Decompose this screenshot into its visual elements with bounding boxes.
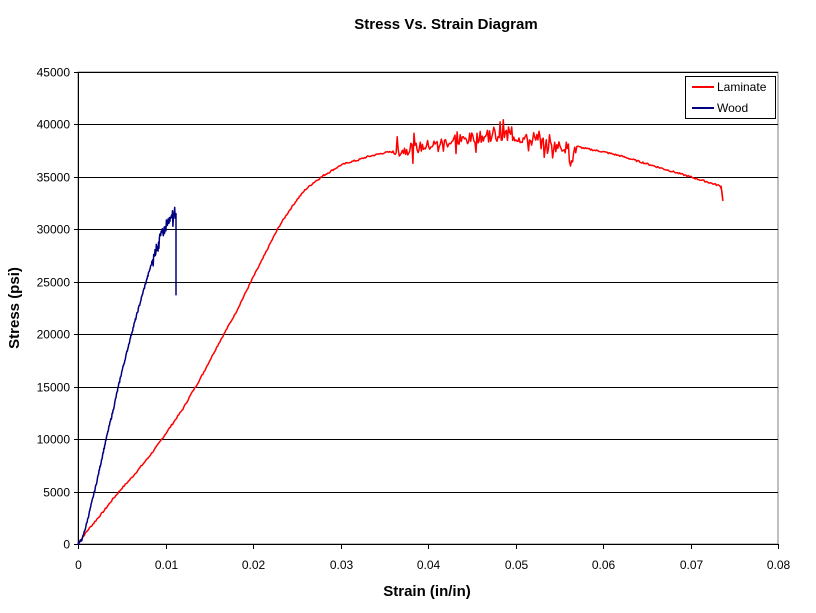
x-axis-title: Strain (in/in) [383, 583, 471, 600]
legend-label-wood: Wood [717, 101, 748, 115]
y-tick-label: 5000 [43, 486, 70, 500]
y-tick-label: 20000 [37, 328, 71, 342]
y-tick-label: 35000 [37, 171, 71, 185]
series-line-wood [77, 206, 177, 545]
plot-area: 0 5000 10000 15000 20000 25000 30000 35000 40000… [37, 66, 791, 573]
x-tick-label: 0.06 [592, 558, 616, 572]
x-tick-label: 0 [75, 558, 82, 572]
y-tick-label: 0 [63, 538, 70, 552]
x-tick-label: 0.04 [417, 558, 441, 572]
x-tick-label: 0.03 [330, 558, 354, 572]
x-tick-label: 0.08 [767, 558, 791, 572]
x-tick-label: 0.07 [680, 558, 704, 572]
y-tick-label: 45000 [37, 66, 71, 80]
legend: Laminate Wood [685, 76, 776, 119]
x-tick-label: 0.05 [505, 558, 529, 572]
y-tick-label: 40000 [37, 118, 71, 132]
y-tick-label: 25000 [37, 276, 71, 290]
plot-frame [77, 71, 779, 545]
x-tick-label: 0.01 [155, 558, 179, 572]
legend-box [685, 76, 776, 119]
y-tick-label: 15000 [37, 381, 71, 395]
y-axis-title: Stress (psi) [6, 267, 23, 349]
x-tick-label: 0.02 [242, 558, 266, 572]
series-line-laminate [77, 118, 724, 545]
y-tick-label: 10000 [37, 433, 71, 447]
chart-title: Stress Vs. Strain Diagram [354, 16, 537, 33]
y-tick-label: 30000 [37, 223, 71, 237]
legend-label-laminate: Laminate [717, 80, 767, 94]
